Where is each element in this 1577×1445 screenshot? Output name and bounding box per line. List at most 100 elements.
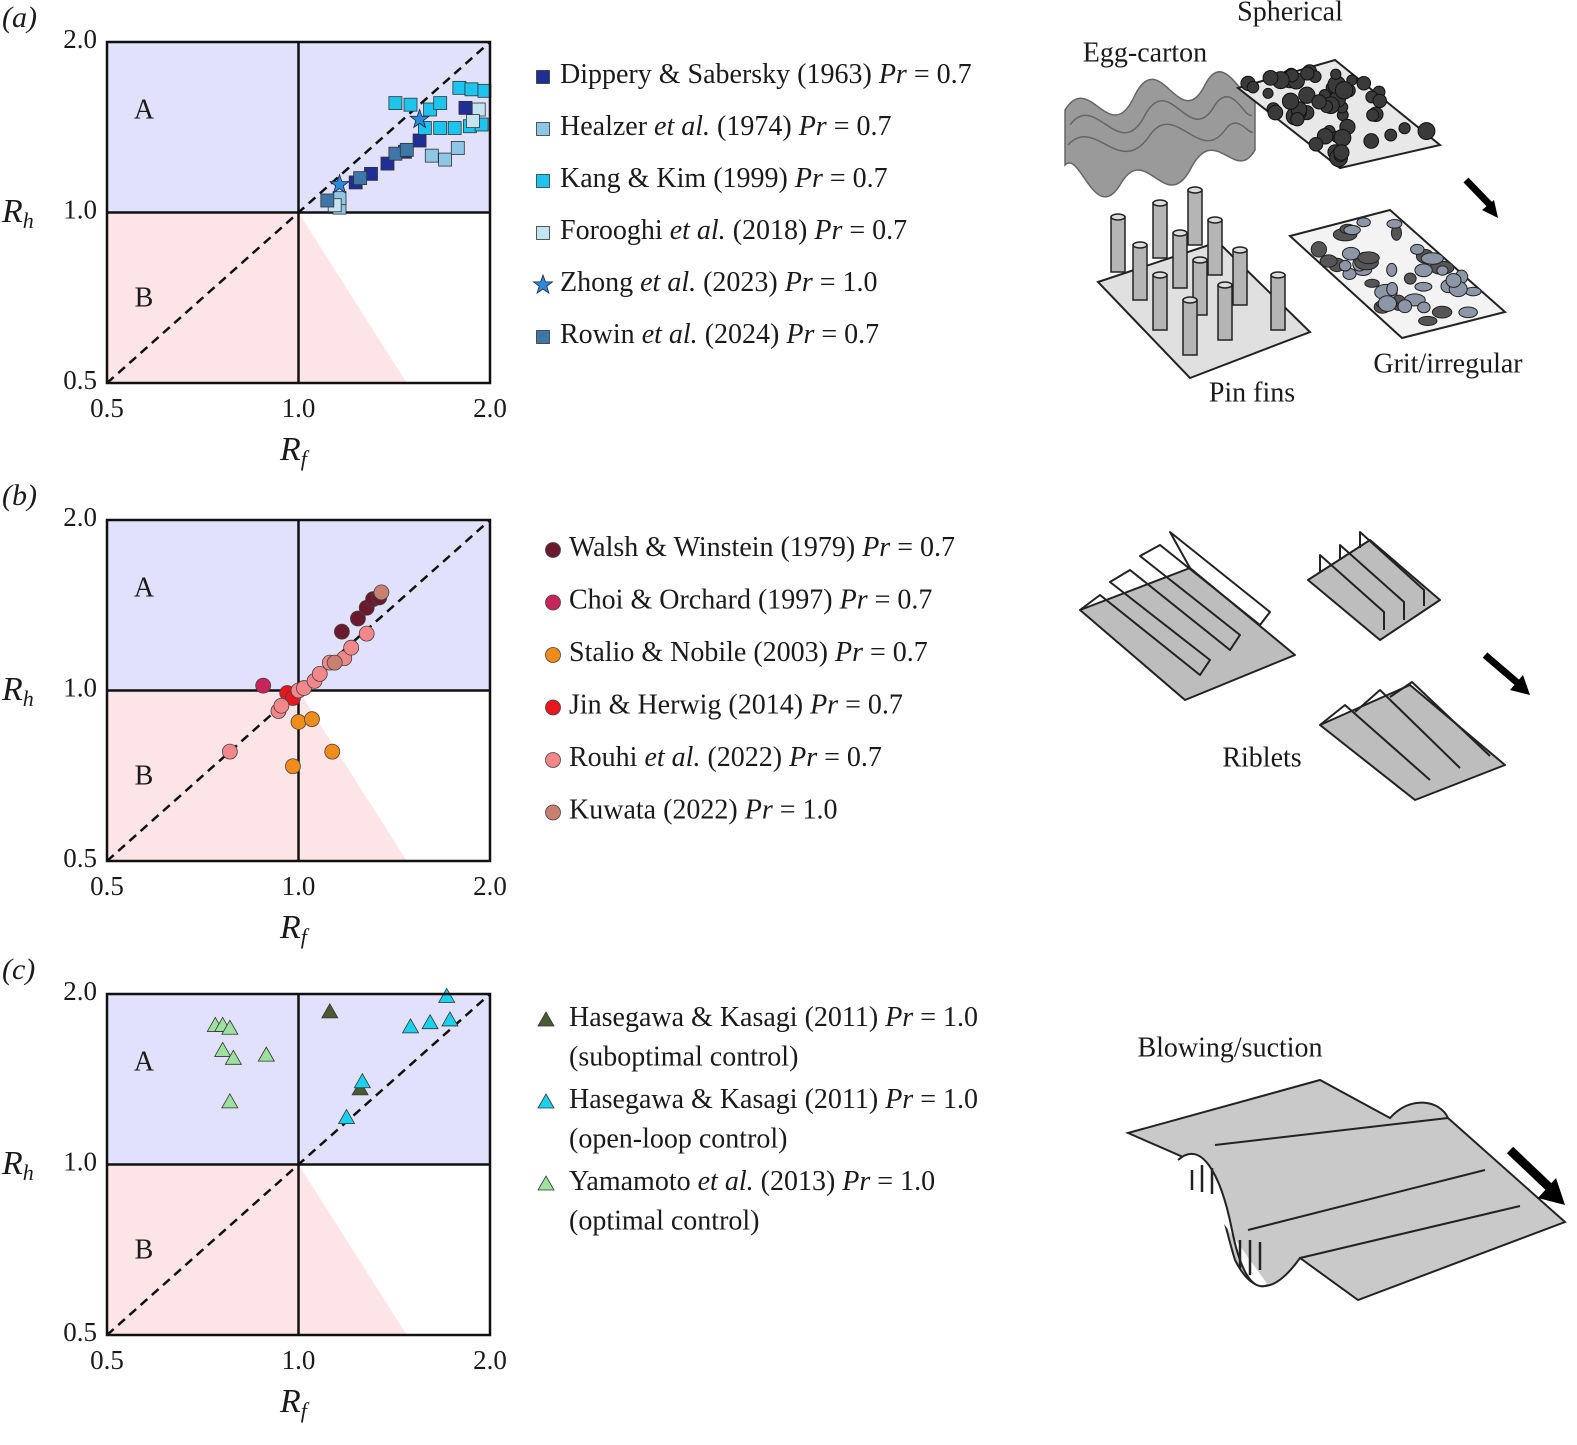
legend-marker [532,273,554,295]
sphere [1300,66,1315,81]
legend-label: Choi & Orchard (1997) Pr = 0.7 [569,585,932,616]
grit-grain [1458,306,1478,319]
pin [1152,202,1168,259]
point [452,80,467,95]
sphere [1346,74,1358,86]
y-tick-label: 0.5 [63,365,97,395]
point [326,654,343,671]
point [353,1072,372,1089]
grit-grain [1431,305,1453,319]
point [221,1019,239,1035]
sphere [1308,136,1324,152]
legend-label: Kuwata (2022) Pr = 1.0 [569,795,838,826]
grit-grain [1417,301,1431,314]
panel-label: (c) [2,953,35,986]
sphere [1311,94,1327,110]
sphere [1417,122,1436,140]
point [350,610,366,627]
legend-marker [537,1011,555,1027]
sphere [1262,87,1274,99]
legend-label: Hasegawa & Kasagi (2011) Pr = 1.0 [569,1002,978,1033]
pin-top [1152,271,1168,279]
illustrations: Spherical Egg-carton Pin fins Grit/irreg… [1064,0,1567,1302]
point [450,141,465,155]
panel: A B Walsh & Winstein (1979) Pr = 0.7 Choi &… [1,479,955,949]
legend-label: Walsh & Winstein (1979) Pr = 0.7 [569,532,955,563]
y-tick-label: 2.0 [63,24,97,54]
legend-marker [545,699,561,716]
region-label: B [135,760,154,791]
point [321,1003,339,1019]
point [324,743,341,760]
pin-top [1270,271,1286,279]
spheres [1240,64,1436,168]
sphere [1290,112,1305,127]
x-tick-label: 0.5 [90,1345,124,1375]
region [107,212,407,383]
point [328,173,351,194]
y-tick-label: 1.0 [63,673,97,703]
point [213,1041,232,1057]
x-tick-label: 1.0 [282,1345,316,1375]
legend-label: Yamamoto et al. (2013) Pr = 1.0 [569,1166,935,1197]
legend-label: Zhong et al. (2023) Pr = 1.0 [560,267,878,298]
panel: A B Dippery & Sabersky (1963) Pr = 0.7 Heal… [1,1,972,471]
illustration-label: Grit/irregular [1373,348,1523,379]
x-tick-label: 1.0 [282,393,316,423]
sphere [1333,128,1352,147]
sphere [1334,81,1354,100]
legend-label: Stalio & Nobile (2003) Pr = 0.7 [569,637,928,668]
grit-grain [1377,295,1397,312]
point [441,1011,459,1027]
y-tick-label: 2.0 [63,976,97,1006]
panel-label: (a) [2,1,37,34]
grit-grain [1445,273,1462,288]
pin [1182,299,1198,356]
pin-top [1192,256,1208,264]
y-tick-label: 2.0 [63,502,97,532]
point [424,148,439,163]
sphere [1333,144,1350,161]
legend-label: Healzer et al. (1974) Pr = 0.7 [560,111,892,142]
point [464,82,479,97]
point [311,665,328,682]
point [373,584,390,601]
grit-grain [1418,315,1438,327]
legend-marker [545,647,561,663]
sphere [1372,93,1387,109]
legend-marker [536,226,550,240]
grit-grain [1397,299,1413,314]
point [255,677,272,694]
riblets [1079,531,1506,801]
pin [1207,219,1223,276]
blowing-surface [1125,1078,1567,1302]
pin-top [1132,241,1148,249]
point [285,758,301,775]
illustration-label: Pin fins [1209,377,1295,408]
pin-top [1110,213,1126,221]
pins [1110,186,1286,356]
point [337,1108,356,1125]
arrow [1506,1146,1554,1192]
legend-marker [536,70,550,84]
pin [1232,249,1248,306]
egg-carton-surface [1064,71,1256,198]
legend-label: Dippery & Sabersky (1963) Pr = 0.7 [560,59,972,90]
sphere [1246,80,1260,94]
x-tick-label: 1.0 [282,871,316,901]
point [224,1049,243,1065]
legend-label: Kang & Kim (1999) Pr = 0.7 [560,163,888,194]
grit-grain [1386,282,1399,297]
point [221,743,238,760]
sphere [1281,92,1300,110]
grit-grain [1319,254,1338,268]
point [221,1093,239,1109]
region [107,1164,407,1335]
point [257,1046,275,1062]
point [273,697,290,714]
grit-grain [1403,272,1417,285]
grit-grain [1414,281,1433,292]
grit-grain [1386,219,1403,229]
pin [1152,274,1168,331]
point [471,102,486,117]
